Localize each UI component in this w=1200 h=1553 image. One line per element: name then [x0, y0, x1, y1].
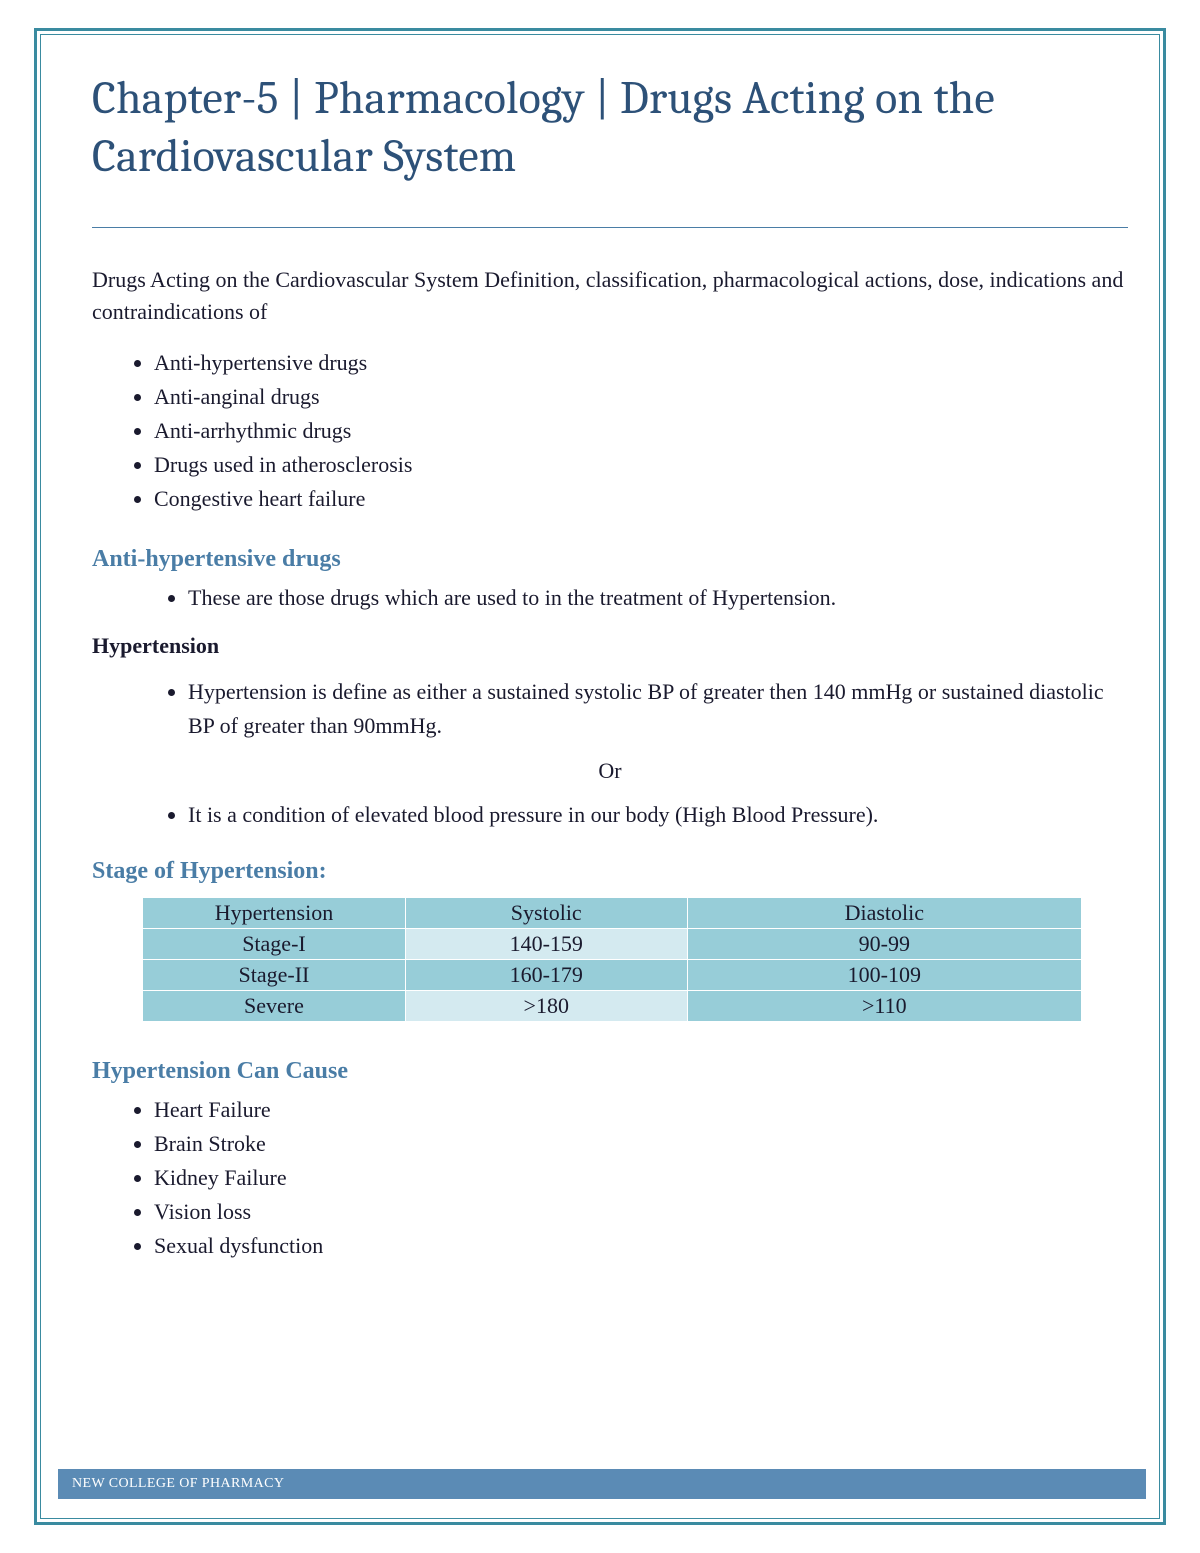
- list-item: Vision loss: [154, 1195, 1128, 1229]
- subheading-hypertension: Hypertension: [92, 633, 1128, 659]
- table-header-cell: Hypertension: [143, 897, 406, 928]
- list-item: It is a condition of elevated blood pres…: [188, 798, 1128, 832]
- table-cell: Stage-I: [143, 928, 406, 959]
- list-item: Hypertension is define as either a susta…: [188, 675, 1128, 743]
- footer-bar: NEW COLLEGE OF PHARMACY: [58, 1469, 1146, 1499]
- hypertension-def-list-2: It is a condition of elevated blood pres…: [92, 798, 1128, 832]
- or-separator: Or: [92, 758, 1128, 784]
- table-cell: Severe: [143, 990, 406, 1021]
- list-item: Drugs used in atherosclerosis: [154, 448, 1128, 482]
- hypertension-def-list-1: Hypertension is define as either a susta…: [92, 675, 1128, 743]
- section-heading-antihypertensive: Anti-hypertensive drugs: [92, 546, 1128, 573]
- footer-text: NEW COLLEGE OF PHARMACY: [72, 1476, 284, 1492]
- list-item: Congestive heart failure: [154, 482, 1128, 516]
- antihypertensive-list: These are those drugs which are used to …: [92, 581, 1128, 615]
- page-title: Chapter-5 | Pharmacology | Drugs Acting …: [92, 70, 1128, 185]
- table-row: Stage-I 140-159 90-99: [143, 928, 1082, 959]
- list-item: Brain Stroke: [154, 1127, 1128, 1161]
- page-content: Chapter-5 | Pharmacology | Drugs Acting …: [92, 70, 1128, 1463]
- list-item: Heart Failure: [154, 1093, 1128, 1127]
- table-cell: 90-99: [687, 928, 1081, 959]
- cause-list: Heart Failure Brain Stroke Kidney Failur…: [92, 1093, 1128, 1263]
- title-divider: [92, 227, 1128, 228]
- section-heading-stage: Stage of Hypertension:: [92, 858, 1128, 885]
- list-item: These are those drugs which are used to …: [188, 581, 1128, 615]
- stage-table: Hypertension Systolic Diastolic Stage-I …: [142, 897, 1082, 1022]
- list-item: Anti-arrhythmic drugs: [154, 414, 1128, 448]
- topics-list: Anti-hypertensive drugs Anti-anginal dru…: [92, 346, 1128, 516]
- table-row: Stage-II 160-179 100-109: [143, 959, 1082, 990]
- stage-table-wrap: Hypertension Systolic Diastolic Stage-I …: [142, 897, 1082, 1022]
- intro-paragraph: Drugs Acting on the Cardiovascular Syste…: [92, 264, 1128, 328]
- list-item: Sexual dysfunction: [154, 1229, 1128, 1263]
- table-header-cell: Diastolic: [687, 897, 1081, 928]
- table-cell: >110: [687, 990, 1081, 1021]
- section-heading-cause: Hypertension Can Cause: [92, 1058, 1128, 1085]
- table-header-row: Hypertension Systolic Diastolic: [143, 897, 1082, 928]
- table-cell: Stage-II: [143, 959, 406, 990]
- list-item: Kidney Failure: [154, 1161, 1128, 1195]
- list-item: Anti-anginal drugs: [154, 380, 1128, 414]
- table-header-cell: Systolic: [405, 897, 687, 928]
- table-cell: >180: [405, 990, 687, 1021]
- table-cell: 140-159: [405, 928, 687, 959]
- table-cell: 160-179: [405, 959, 687, 990]
- table-cell: 100-109: [687, 959, 1081, 990]
- table-row: Severe >180 >110: [143, 990, 1082, 1021]
- list-item: Anti-hypertensive drugs: [154, 346, 1128, 380]
